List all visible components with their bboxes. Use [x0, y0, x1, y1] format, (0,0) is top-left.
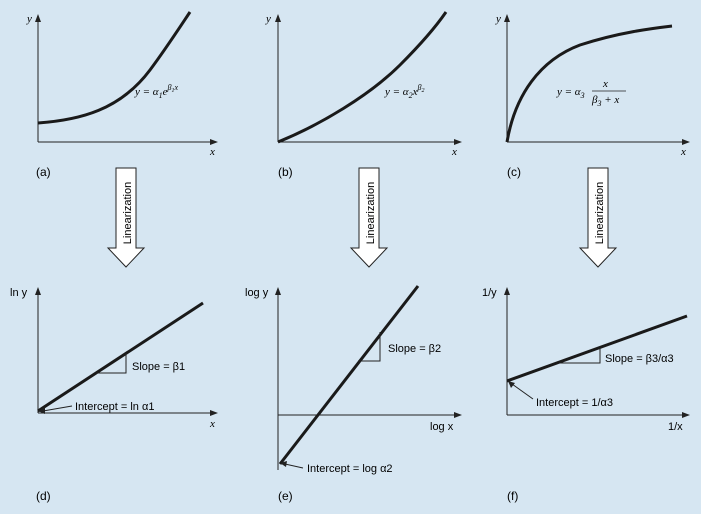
- x-axis-arrowhead-b: [454, 139, 462, 145]
- svg-text:β3 + x: β3 + x: [591, 94, 619, 108]
- panel-e: log y log x Slope = β2 Intercept = log α…: [245, 285, 462, 503]
- equation-a: y = α1eβ1x: [134, 83, 178, 100]
- panel-b: y x y = α2xβ2 (b): [265, 11, 462, 179]
- curve-exponential: [37, 11, 192, 125]
- slope-label-e: Slope = β2: [388, 343, 441, 355]
- intercept-arrowhead-e: [280, 461, 287, 467]
- equation-b: y = α2xβ2: [384, 83, 424, 100]
- intercept-label-e: Intercept = log α2: [307, 463, 393, 475]
- panel-a: y x y = α1eβ1x (a): [26, 11, 218, 179]
- panel-label-e: (e): [278, 489, 293, 503]
- x-axis-label-c: x: [680, 146, 686, 158]
- x-axis-arrowhead-c: [682, 139, 690, 145]
- intercept-arrowhead-f: [508, 381, 515, 388]
- y-axis-label-e: log y: [245, 287, 269, 299]
- line-e: [278, 285, 420, 465]
- line-d: [37, 301, 204, 413]
- y-axis-arrowhead-d: [35, 287, 41, 295]
- linearization-arrow-1: Linearization: [106, 167, 146, 268]
- slope-label-d: Slope = β1: [132, 361, 185, 373]
- panel-label-a: (a): [36, 165, 51, 179]
- y-axis-arrowhead-a: [35, 14, 41, 22]
- y-axis-label-c: y: [495, 13, 501, 25]
- curve-saturation-growth: [505, 24, 673, 143]
- x-axis-label-e: log x: [430, 421, 454, 433]
- intercept-arrowhead-d: [38, 407, 45, 414]
- y-axis-label-d: ln y: [10, 287, 28, 299]
- curve-power: [277, 11, 448, 144]
- x-axis-label-d: x: [209, 418, 215, 430]
- y-axis-arrowhead-c: [504, 14, 510, 22]
- intercept-label-d: Intercept = ln α1: [75, 401, 154, 413]
- intercept-pointer-d: [42, 405, 73, 412]
- intercept-pointer-f: [511, 383, 534, 400]
- y-axis-label-a: y: [26, 13, 32, 25]
- x-axis-arrowhead-a: [210, 139, 218, 145]
- slope-label-f: Slope = β3/α3: [605, 353, 674, 365]
- panel-label-b: (b): [278, 165, 293, 179]
- y-axis-label-f: 1/y: [482, 287, 497, 299]
- panel-d: ln y x Slope = β1 Intercept = ln α1 (d): [10, 287, 218, 503]
- intercept-label-f: Intercept = 1/α3: [536, 397, 613, 409]
- y-axis-label-b: y: [265, 13, 271, 25]
- linearization-arrow-3: Linearization: [578, 167, 618, 268]
- slope-triangle-f: [560, 348, 601, 364]
- slope-triangle-d: [96, 353, 127, 374]
- svg-text:y = α3: y = α3: [556, 86, 585, 100]
- linearization-arrow-2: Linearization: [349, 167, 389, 268]
- panel-f: 1/y 1/x Slope = β3/α3 Intercept = 1/α3 (…: [482, 287, 690, 503]
- panel-label-f: (f): [507, 489, 518, 503]
- y-axis-arrowhead-b: [275, 14, 281, 22]
- arrow-label-3: Linearization: [594, 182, 606, 244]
- line-f: [506, 314, 688, 383]
- x-axis-arrowhead-e: [454, 412, 462, 418]
- x-axis-arrowhead-f: [682, 412, 690, 418]
- panel-label-c: (c): [507, 165, 521, 179]
- svg-text:x: x: [602, 78, 608, 90]
- y-axis-arrowhead-f: [504, 287, 510, 295]
- arrow-label-2: Linearization: [365, 182, 377, 244]
- x-axis-label-b: x: [451, 146, 457, 158]
- x-axis-arrowhead-d: [210, 410, 218, 416]
- slope-triangle-e: [358, 332, 381, 362]
- x-axis-label-f: 1/x: [668, 421, 683, 433]
- panel-label-d: (d): [36, 489, 51, 503]
- intercept-pointer-e: [284, 463, 304, 469]
- arrow-label-1: Linearization: [122, 182, 134, 244]
- x-axis-label-a: x: [209, 146, 215, 158]
- y-axis-arrowhead-e: [275, 287, 281, 295]
